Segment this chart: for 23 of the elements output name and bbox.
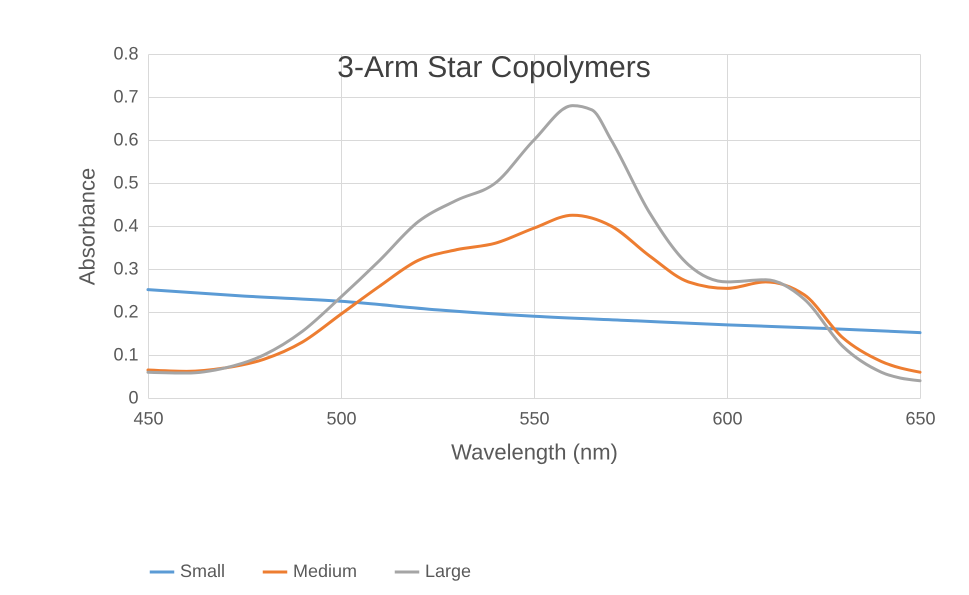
- chart-title: 3-Arm Star Copolymers: [337, 51, 651, 84]
- line-series: [146, 214, 922, 374]
- y-tick-label: 0.5: [113, 172, 138, 192]
- line-series: [146, 104, 922, 382]
- legend-label: Small: [180, 561, 226, 581]
- x-tick-label: 650: [905, 408, 936, 428]
- x-tick-label: 600: [712, 408, 743, 428]
- x-tick-label: 550: [519, 408, 550, 428]
- y-tick-label: 0: [128, 388, 138, 408]
- y-tick-label: 0.3: [113, 258, 138, 278]
- x-axis-title: Wavelength (nm): [451, 440, 618, 464]
- y-tick-label: 0.7: [113, 86, 138, 106]
- y-tick-label: 0.6: [113, 130, 138, 150]
- x-tick-label: 500: [326, 408, 357, 428]
- y-tick-label: 0.2: [113, 302, 138, 322]
- y-tick-label: 0.8: [113, 44, 138, 64]
- y-axis-title: Absorbance: [74, 168, 100, 286]
- legend-label: Medium: [293, 561, 358, 581]
- y-tick-label: 0.1: [113, 344, 138, 364]
- y-tick-label: 0.4: [113, 216, 138, 236]
- legend-label: Large: [425, 561, 472, 581]
- x-tick-label: 450: [133, 408, 164, 428]
- line-series: [146, 288, 922, 334]
